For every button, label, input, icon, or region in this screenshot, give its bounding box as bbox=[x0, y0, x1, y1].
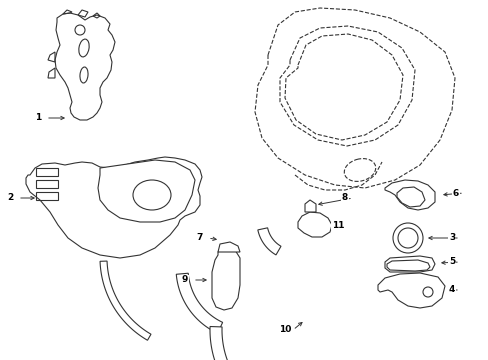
Polygon shape bbox=[384, 180, 434, 210]
Polygon shape bbox=[98, 160, 195, 222]
Text: 1: 1 bbox=[35, 113, 41, 122]
Text: 8: 8 bbox=[341, 194, 347, 202]
Polygon shape bbox=[176, 273, 222, 333]
Text: 6: 6 bbox=[452, 189, 458, 198]
Polygon shape bbox=[297, 212, 331, 237]
Polygon shape bbox=[100, 261, 151, 340]
Polygon shape bbox=[26, 157, 202, 258]
Text: 3: 3 bbox=[448, 234, 454, 243]
Bar bbox=[36, 168, 58, 176]
Polygon shape bbox=[55, 13, 115, 120]
Text: 4: 4 bbox=[448, 285, 454, 294]
Text: 7: 7 bbox=[196, 234, 203, 243]
Text: 9: 9 bbox=[182, 275, 188, 284]
Text: 2: 2 bbox=[7, 194, 13, 202]
Polygon shape bbox=[384, 256, 434, 272]
Polygon shape bbox=[212, 248, 240, 310]
Text: 11: 11 bbox=[331, 220, 344, 230]
Polygon shape bbox=[257, 228, 281, 255]
Polygon shape bbox=[305, 200, 315, 212]
Text: 10: 10 bbox=[278, 325, 290, 334]
Bar bbox=[36, 180, 58, 188]
Polygon shape bbox=[209, 327, 265, 360]
Text: 5: 5 bbox=[448, 257, 454, 266]
Polygon shape bbox=[396, 187, 424, 207]
Polygon shape bbox=[386, 260, 429, 271]
Bar bbox=[36, 192, 58, 200]
Polygon shape bbox=[377, 273, 444, 308]
Polygon shape bbox=[218, 242, 240, 252]
